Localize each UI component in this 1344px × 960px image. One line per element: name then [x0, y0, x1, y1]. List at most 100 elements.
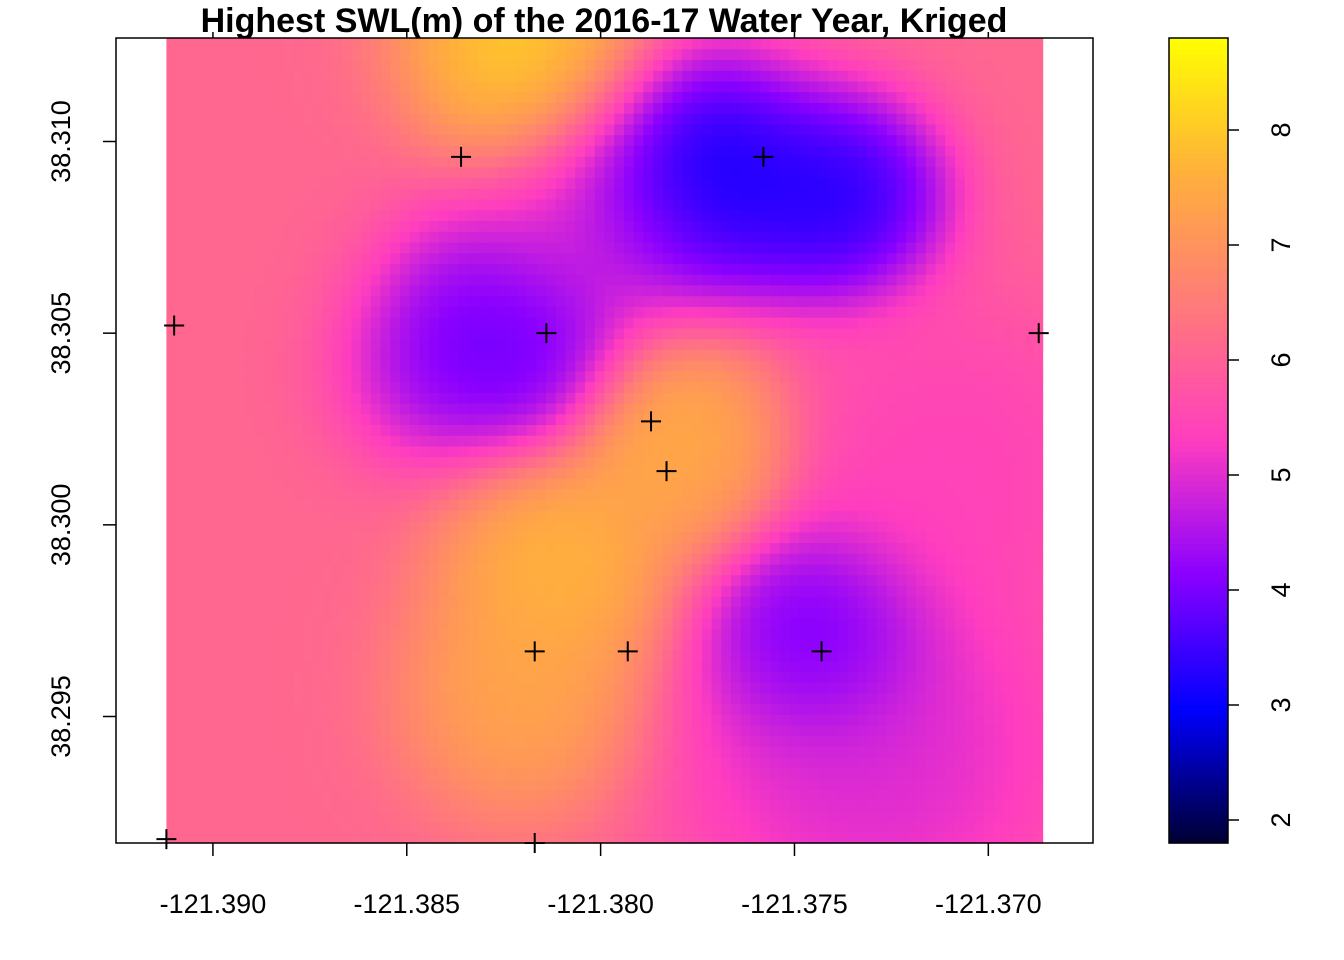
heatmap-cell	[692, 134, 703, 146]
heatmap-cell	[312, 188, 323, 200]
heatmap-cell	[789, 467, 800, 479]
heatmap-cell	[575, 757, 586, 769]
heatmap-cell	[166, 724, 177, 737]
heatmap-cell	[575, 596, 586, 608]
heatmap-cell	[390, 596, 401, 608]
heatmap-cell	[370, 392, 382, 404]
heatmap-cell	[536, 703, 547, 715]
heatmap-cell	[692, 263, 703, 275]
heatmap-cell	[283, 767, 294, 780]
heatmap-cell	[633, 220, 645, 232]
heatmap-cell	[585, 102, 596, 114]
heatmap-cell	[439, 317, 450, 329]
heatmap-cell	[351, 821, 362, 833]
heatmap-cell	[263, 714, 275, 726]
heatmap-cell	[487, 531, 499, 544]
heatmap-cell	[575, 113, 586, 125]
heatmap-cell	[701, 231, 713, 243]
heatmap-cell	[283, 360, 294, 372]
heatmap-cell	[477, 553, 489, 565]
heatmap-cell	[273, 832, 284, 844]
heatmap-cell	[224, 639, 236, 651]
heatmap-cell	[789, 585, 800, 597]
heatmap-cell	[439, 199, 450, 211]
heatmap-cell	[361, 199, 372, 211]
heatmap-cell	[711, 413, 722, 425]
heatmap-cell	[263, 381, 275, 393]
heatmap-cell	[750, 188, 761, 200]
heatmap-cell	[468, 617, 479, 629]
heatmap-cell	[254, 402, 265, 415]
heatmap-cell	[731, 478, 742, 490]
heatmap-cell	[195, 188, 206, 200]
heatmap-cell	[429, 703, 440, 715]
heatmap-cell	[215, 499, 226, 511]
heatmap-cell	[701, 800, 713, 812]
heatmap-cell	[682, 488, 693, 501]
heatmap-cell	[536, 563, 547, 576]
heatmap-cell	[215, 617, 226, 629]
heatmap-cell	[672, 91, 683, 103]
heatmap-cell	[760, 531, 771, 544]
heatmap-cell	[468, 478, 479, 490]
heatmap-cell	[370, 370, 382, 383]
heatmap-cell	[487, 381, 499, 393]
heatmap-cell	[234, 209, 245, 222]
heatmap-cell	[594, 821, 606, 833]
heatmap-cell	[682, 317, 693, 329]
heatmap-cell	[254, 585, 265, 597]
heatmap-cell	[507, 810, 518, 823]
heatmap-cell	[312, 370, 323, 383]
heatmap-cell	[779, 70, 791, 82]
heatmap-cell	[419, 800, 430, 812]
heatmap-cell	[672, 628, 683, 640]
heatmap-cell	[594, 123, 606, 136]
heatmap-cell	[195, 510, 206, 522]
heatmap-cell	[468, 767, 479, 780]
heatmap-cell	[273, 510, 284, 522]
heatmap-cell	[789, 574, 800, 586]
heatmap-cell	[546, 209, 557, 222]
heatmap-cell	[254, 59, 265, 71]
heatmap-cell	[370, 445, 382, 458]
heatmap-cell	[507, 48, 518, 61]
heatmap-cell	[789, 757, 800, 769]
heatmap-cell	[380, 488, 391, 501]
heatmap-cell	[224, 488, 236, 501]
heatmap-cell	[468, 177, 479, 189]
heatmap-cell	[380, 199, 391, 211]
heatmap-cell	[380, 48, 391, 61]
heatmap-cell	[429, 102, 440, 114]
heatmap-cell	[205, 381, 216, 393]
heatmap-cell	[760, 617, 771, 629]
heatmap-cell	[477, 338, 489, 350]
heatmap-cell	[614, 102, 625, 114]
heatmap-cell	[594, 392, 606, 404]
heatmap-cell	[361, 800, 372, 812]
heatmap-cell	[370, 596, 382, 608]
heatmap-cell	[760, 606, 771, 619]
heatmap-cell	[643, 274, 654, 286]
heatmap-cell	[507, 252, 518, 264]
heatmap-cell	[682, 660, 693, 672]
heatmap-cell	[477, 263, 489, 275]
heatmap-cell	[390, 166, 401, 179]
heatmap-cell	[808, 660, 820, 672]
heatmap-cell	[468, 306, 479, 318]
heatmap-cell	[429, 263, 440, 275]
heatmap-cell	[672, 317, 683, 329]
heatmap-cell	[244, 800, 255, 812]
heatmap-cell	[166, 596, 177, 608]
heatmap-cell	[507, 402, 518, 415]
heatmap-cell	[322, 134, 333, 146]
heatmap-cell	[770, 757, 781, 769]
heatmap-cell	[468, 703, 479, 715]
heatmap-cell	[623, 166, 635, 179]
heatmap-cell	[351, 563, 362, 576]
heatmap-cell	[215, 102, 226, 114]
heatmap-cell	[799, 553, 810, 565]
heatmap-cell	[536, 467, 547, 479]
heatmap-cell	[770, 821, 781, 833]
heatmap-cell	[341, 59, 352, 71]
heatmap-cell	[546, 531, 557, 544]
